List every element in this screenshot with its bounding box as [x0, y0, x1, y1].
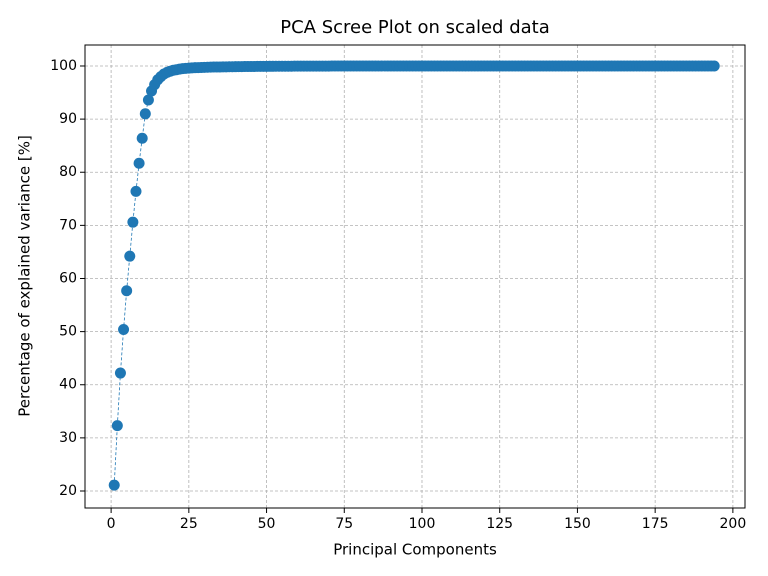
- y-tick-label: 100: [50, 58, 77, 74]
- data-point: [127, 216, 139, 228]
- x-tick-label: 50: [258, 516, 276, 532]
- x-tick-label: 125: [486, 516, 513, 532]
- y-tick-label: 60: [59, 270, 77, 286]
- data-point: [118, 323, 130, 335]
- x-tick-label: 25: [180, 516, 198, 532]
- y-tick-label: 90: [59, 111, 77, 127]
- data-point: [133, 157, 145, 169]
- y-tick-label: 70: [59, 217, 77, 233]
- chart-title: PCA Scree Plot on scaled data: [280, 17, 550, 38]
- data-point: [708, 60, 720, 72]
- data-point: [121, 285, 133, 297]
- x-tick-label: 100: [409, 516, 436, 532]
- data-point: [139, 108, 151, 120]
- plot-frame: [84, 44, 746, 509]
- data-point: [111, 420, 123, 432]
- data-point: [136, 132, 148, 144]
- y-tick-label: 20: [59, 483, 77, 499]
- y-tick-label: 50: [59, 324, 77, 340]
- x-tick-label: 0: [107, 516, 116, 532]
- x-axis-label: Principal Components: [333, 541, 497, 559]
- data-point: [142, 94, 154, 106]
- y-tick-label: 40: [59, 377, 77, 393]
- data-point: [130, 185, 142, 197]
- x-tick-label: 175: [642, 516, 669, 532]
- data-point: [108, 479, 120, 491]
- data-point: [114, 367, 126, 379]
- series-line: [113, 65, 715, 486]
- x-tick-label: 150: [564, 516, 591, 532]
- x-tick-label: 200: [720, 516, 747, 532]
- y-tick-label: 30: [59, 430, 77, 446]
- y-tick-label: 80: [59, 164, 77, 180]
- data-point: [124, 250, 136, 262]
- y-axis-label: Percentage of explained variance [%]: [16, 135, 34, 417]
- x-tick-label: 75: [335, 516, 353, 532]
